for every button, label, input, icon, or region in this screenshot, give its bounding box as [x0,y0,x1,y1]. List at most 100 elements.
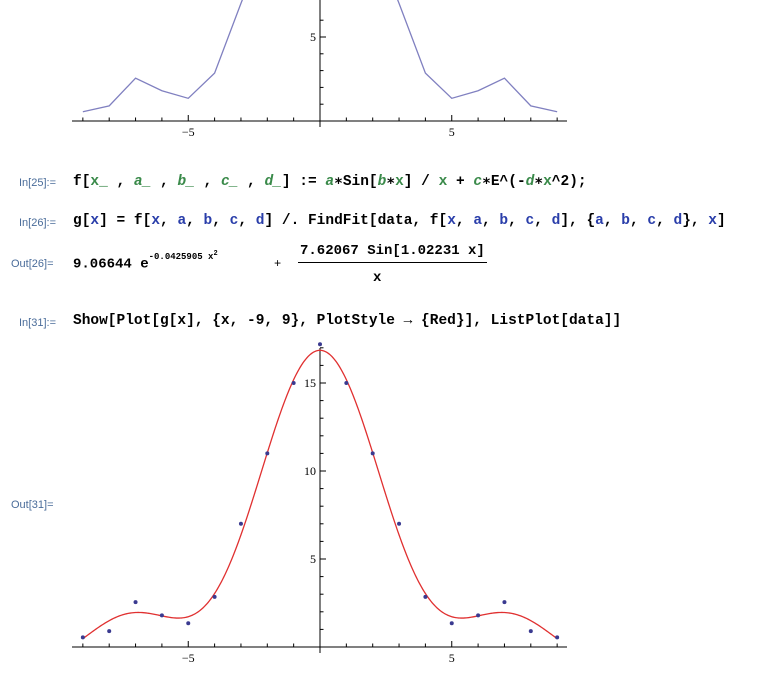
code-token: a [325,174,335,190]
data-point [476,613,481,618]
code-token: x [543,174,552,190]
code-token: g[ [73,213,91,229]
code-token: c [647,213,657,229]
data-point [186,621,191,626]
code-token: , [212,213,230,229]
out26-exponent: -0.0425905 x [148,252,214,262]
code-token: b [621,213,630,229]
x-tick-label: 5 [449,125,455,139]
data-point [212,594,217,599]
code-token: x [708,213,717,229]
code-token: ^2); [551,174,587,190]
code-token: , [107,174,134,190]
data-point [397,521,402,526]
out26-plus: + [274,257,282,271]
code-token: x [90,213,100,229]
code-token: d_ [264,174,282,190]
data-point [555,635,560,640]
code-token: , [603,213,622,229]
fit-plot-output: −5 5 5 10 15 [72,342,567,665]
code-token: ] = f[ [99,213,152,229]
in31-label: In[31]:= [19,317,57,329]
code-token: x [438,174,448,190]
code-token: , [151,174,178,190]
out26-coef: 9.06644 e [73,256,149,273]
data-point [318,342,322,347]
code-token: c [229,213,239,229]
code-token: , [194,174,221,190]
code-token: x [151,213,161,229]
code-token: , [629,213,648,229]
data-point [159,613,164,618]
code-token: a [177,213,187,229]
code-token: b [203,213,213,229]
data-point [133,600,138,605]
data-line [82,0,558,113]
code-token: ], { [560,213,596,229]
data-point [528,629,533,634]
y-tick-label: 15 [304,376,316,390]
code-token: , [186,213,204,229]
code-token: }, [682,213,709,229]
code-token: c [473,174,483,190]
code-token: a_ [133,174,152,190]
data-point [291,381,296,385]
code-token: a [473,213,483,229]
data-point [265,451,270,456]
data-point [238,521,243,526]
code-token: ∗ [386,174,396,190]
out31-label: Out[31]= [11,499,54,511]
code-token: d [551,213,561,229]
x-tick-label: −5 [182,125,195,139]
data-point [370,451,375,456]
data-point [502,600,507,605]
list-line-plot-output: −5 5 5 [72,0,567,139]
in25-label: In[25]:= [19,177,57,189]
data-point [344,381,349,385]
data-point [449,621,454,626]
y-tick-label: 5 [310,30,316,44]
code-token: , [482,213,500,229]
y-tick-label: 10 [304,464,316,478]
code-token: , [534,213,552,229]
out26-square: 2 [213,250,218,258]
code-token: ] /. FindFit[data, f[ [264,213,448,229]
code-token: + [447,174,474,190]
code-token: ] [717,213,726,229]
code-token: d [673,213,683,229]
code-token: x [447,213,456,229]
code-token: , [238,174,265,190]
code-token: c_ [220,174,239,190]
in26-label: In[26]:= [19,217,57,229]
code-token: , [455,213,474,229]
data-point [423,594,428,599]
code-token: ] / [403,174,439,190]
code-token: , [656,213,674,229]
code-token: b [499,213,509,229]
code-token: f[ [73,174,91,190]
code-token: , [238,213,256,229]
x-tick-label: −5 [182,651,195,665]
in25-input[interactable]: f[x_ , a_ , b_ , c_ , d_] := a∗Sin[b∗x] … [73,173,587,190]
code-token: d [255,213,265,229]
code-token: ] := [281,174,326,190]
in26-input[interactable]: g[x] = f[x, a, b, c, d] /. FindFit[data,… [73,213,726,229]
code-token: b [377,174,387,190]
x-tick-label: 5 [449,651,455,665]
code-token: x [395,174,404,190]
data-point [107,629,112,634]
code-token: a [595,213,604,229]
out26-label: Out[26]= [11,258,54,270]
y-tick-label: 5 [310,552,316,566]
code-token: ∗ [534,174,544,190]
code-token: c [525,213,535,229]
code-token: ∗E^(- [482,174,526,190]
code-token: ∗Sin[ [334,174,378,190]
out26-numerator: 7.62067 Sin[1.02231 x] [298,243,487,263]
code-token: , [508,213,526,229]
out26-denominator: x [373,270,382,286]
data-point [80,635,85,640]
code-token: x_ [90,174,108,190]
in31-input[interactable]: Show[Plot[g[x], {x, -9, 9}, PlotStyle → … [73,313,622,329]
code-token: d [525,174,535,190]
